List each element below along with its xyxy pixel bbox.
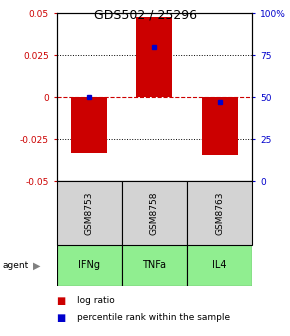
Text: GSM8758: GSM8758 xyxy=(150,192,159,235)
Text: IL4: IL4 xyxy=(212,260,227,270)
Text: log ratio: log ratio xyxy=(77,296,115,305)
Bar xyxy=(137,17,172,97)
Bar xyxy=(202,97,238,155)
Text: ▶: ▶ xyxy=(32,260,40,270)
Bar xyxy=(122,245,187,286)
Text: GSM8753: GSM8753 xyxy=(85,192,94,235)
Text: ■: ■ xyxy=(57,296,66,306)
Text: ■: ■ xyxy=(57,312,66,323)
Text: GSM8763: GSM8763 xyxy=(215,192,224,235)
Bar xyxy=(57,181,122,245)
Bar xyxy=(187,181,252,245)
Bar xyxy=(57,245,122,286)
Bar xyxy=(187,245,252,286)
Text: TNFa: TNFa xyxy=(142,260,166,270)
Text: percentile rank within the sample: percentile rank within the sample xyxy=(77,313,230,322)
Text: agent: agent xyxy=(3,261,29,270)
Bar xyxy=(71,97,107,153)
Bar xyxy=(122,181,187,245)
Text: GDS502 / 25296: GDS502 / 25296 xyxy=(93,8,197,22)
Text: IFNg: IFNg xyxy=(78,260,100,270)
